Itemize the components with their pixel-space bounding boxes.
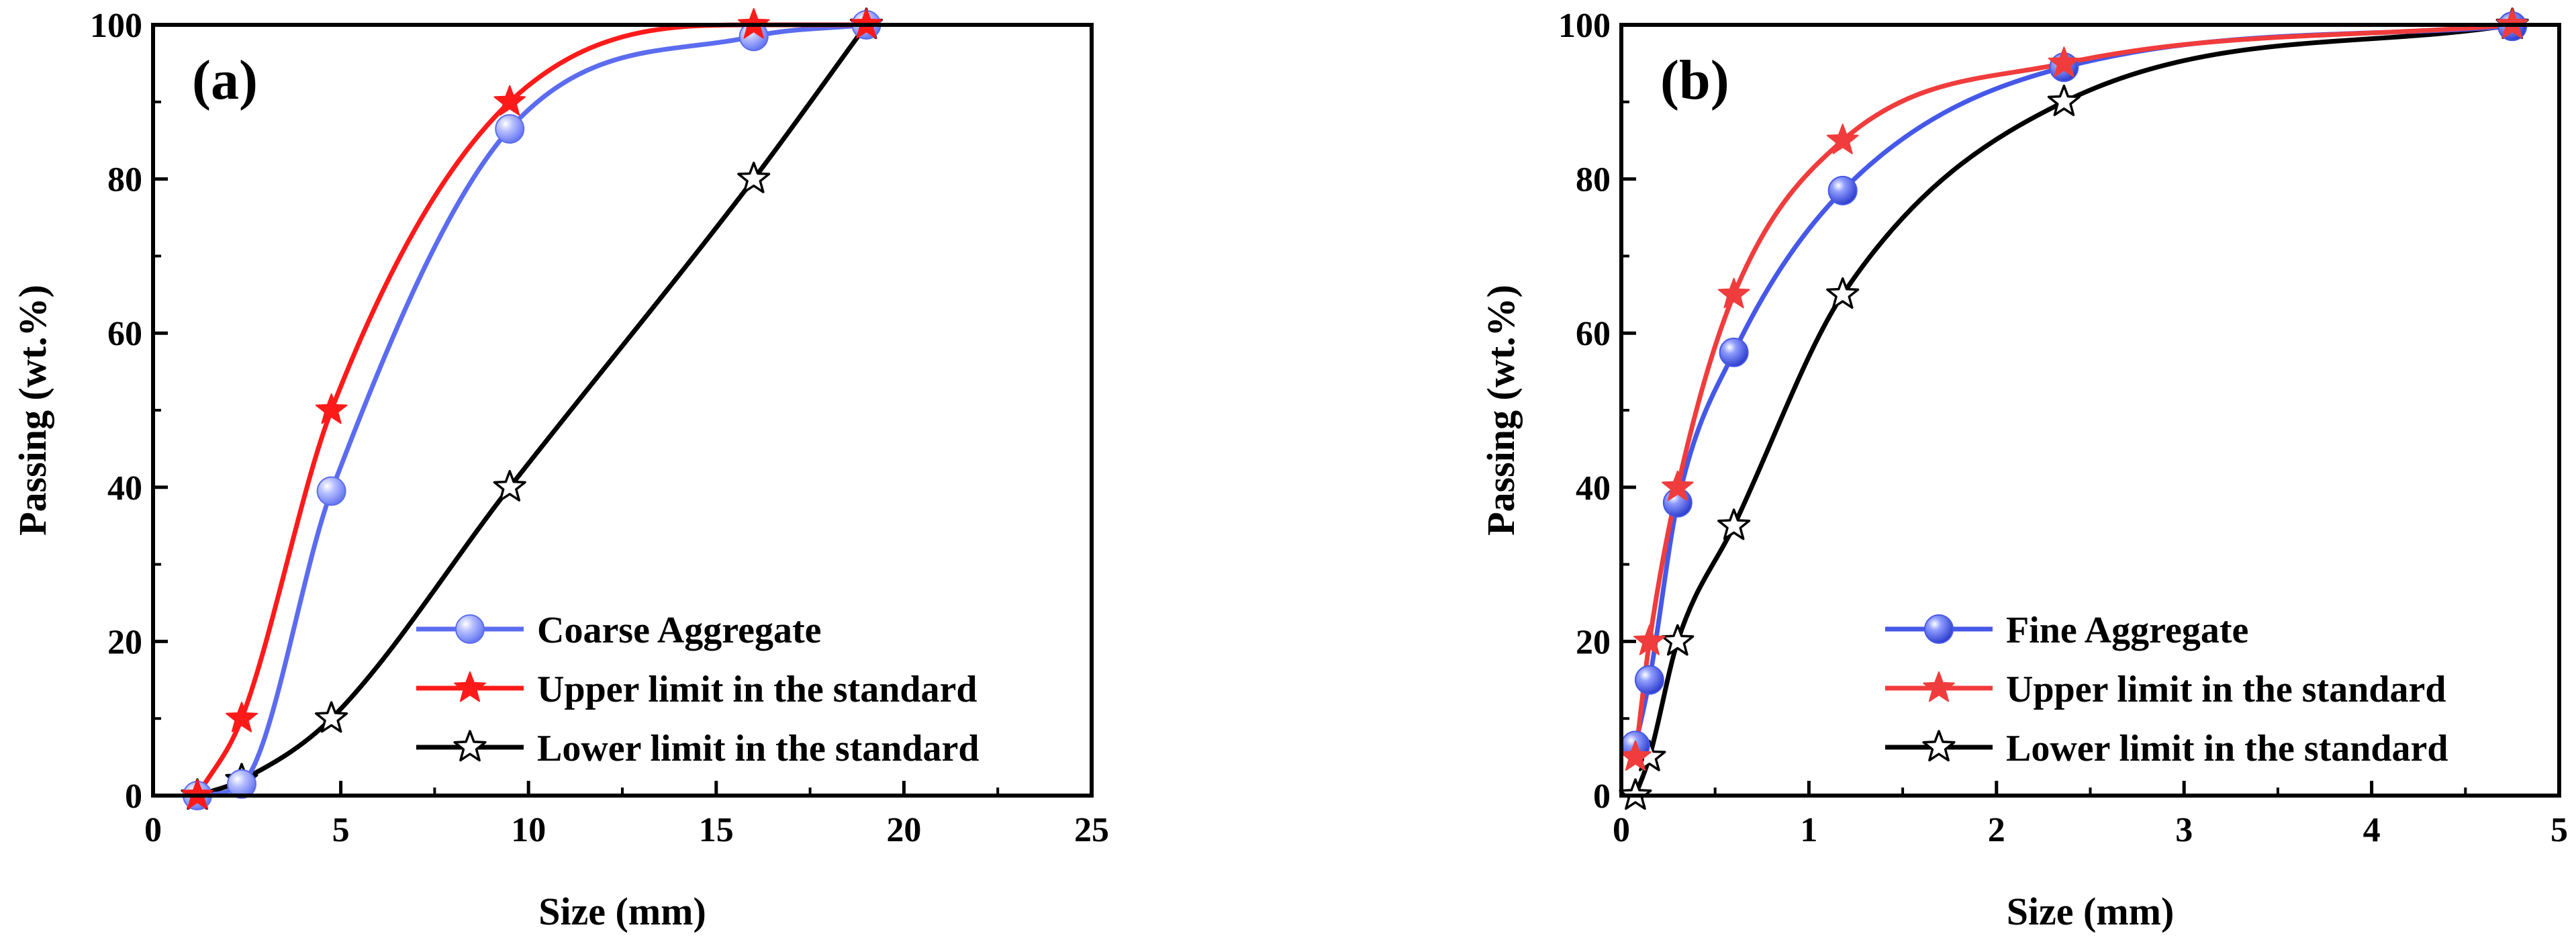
legend-marker-3	[1922, 730, 1956, 762]
panel-a: 0 5 10 15 20 25 0 20 40 60 80 100 Size (mm) Passing (…	[11, 7, 1109, 933]
x-tick-label: 10	[511, 811, 546, 849]
series-line-2	[1633, 22, 2515, 760]
data-point-1	[495, 113, 525, 144]
plot-frame-b	[1619, 23, 2561, 798]
legend-marker-3	[453, 730, 487, 762]
legend-b: Fine Aggregate Upper limit in the standar…	[1885, 610, 2448, 769]
data-point-1	[1719, 337, 1749, 367]
data-point-3	[1826, 277, 1860, 309]
legend-label-1: Fine Aggregate	[2006, 610, 2248, 651]
legend-marker-2	[1923, 671, 1955, 702]
y-tick-label: 60	[107, 315, 142, 353]
data-point-1	[226, 769, 256, 799]
data-point-1	[1827, 175, 1858, 205]
data-point-2	[493, 85, 526, 116]
y-tick-label: 40	[107, 469, 142, 508]
x-tick-label: 5	[332, 811, 350, 849]
data-point-2	[1717, 277, 1750, 309]
legend-marker-1	[455, 614, 485, 644]
y-tick-label: 100	[1558, 7, 1611, 45]
ticks-a: 0 5 10 15 20 25 0 20 40 60 80 100	[90, 7, 1109, 849]
data-point-1	[1634, 665, 1664, 695]
x-tick-label: 15	[699, 811, 734, 849]
legend-label-2: Upper limit in the standard	[537, 669, 977, 710]
y-axis-title: Passing (wt.%)	[1479, 285, 1523, 536]
x-tick-label: 3	[2175, 811, 2193, 849]
data-point-3	[1717, 508, 1751, 540]
y-tick-label: 0	[1593, 777, 1611, 816]
x-axis-title: Size (mm)	[538, 890, 706, 933]
data-point-3	[1661, 624, 1695, 656]
x-axis-title: Size (mm)	[2007, 890, 2175, 933]
y-tick-label: 80	[1576, 161, 1611, 199]
legend-label-1: Coarse Aggregate	[537, 610, 822, 651]
plot-frame-a	[151, 23, 1094, 798]
data-point-3	[737, 161, 771, 193]
y-axis-title: Passing (wt.%)	[11, 285, 54, 536]
data-point-3	[493, 470, 526, 502]
y-tick-label: 60	[1576, 315, 1611, 353]
x-tick-label: 25	[1074, 811, 1109, 849]
series-line-3	[1633, 22, 2515, 798]
data-point-1	[316, 476, 346, 506]
x-tick-label: 4	[2363, 811, 2381, 849]
x-tick-label: 0	[1613, 811, 1630, 849]
y-tick-label: 40	[1576, 469, 1611, 508]
x-tick-label: 1	[1800, 811, 1817, 849]
y-tick-label: 100	[90, 7, 142, 45]
legend-a: Coarse Aggregate Upper limit in the stand…	[416, 610, 980, 769]
panel-b: 0 1 2 3 4 5 0 20 40 60 80 100 Size (mm) Passing (wt.%…	[1479, 7, 2568, 933]
data-point-2	[1619, 740, 1652, 771]
legend-label-3: Lower limit in the standard	[2006, 728, 2448, 769]
x-tick-label: 5	[2550, 811, 2568, 849]
legend-label-2: Upper limit in the standard	[2006, 669, 2446, 710]
y-tick-label: 0	[125, 777, 142, 816]
data-point-3	[315, 701, 348, 733]
y-tick-label: 20	[1576, 623, 1611, 661]
data-point-2	[1633, 624, 1666, 655]
panel-label-b: (b)	[1660, 49, 1729, 111]
data-point-2	[315, 393, 348, 424]
legend-label-3: Lower limit in the standard	[537, 728, 980, 769]
data-point-2	[1661, 470, 1694, 502]
x-tick-label: 2	[1988, 811, 2005, 849]
data-point-2	[2048, 46, 2081, 77]
legend-marker-1	[1924, 614, 1954, 644]
x-tick-label: 0	[144, 811, 162, 849]
ticks-b: 0 1 2 3 4 5 0 20 40 60 80 100	[1558, 7, 2568, 849]
legend-marker-2	[454, 671, 486, 702]
x-tick-label: 20	[886, 811, 921, 849]
data-point-3	[2047, 85, 2081, 116]
panel-label-a: (a)	[192, 49, 258, 111]
y-tick-label: 80	[107, 161, 142, 199]
data-point-2	[1826, 124, 1859, 154]
y-tick-label: 20	[107, 623, 142, 661]
data-point-2	[226, 702, 258, 732]
